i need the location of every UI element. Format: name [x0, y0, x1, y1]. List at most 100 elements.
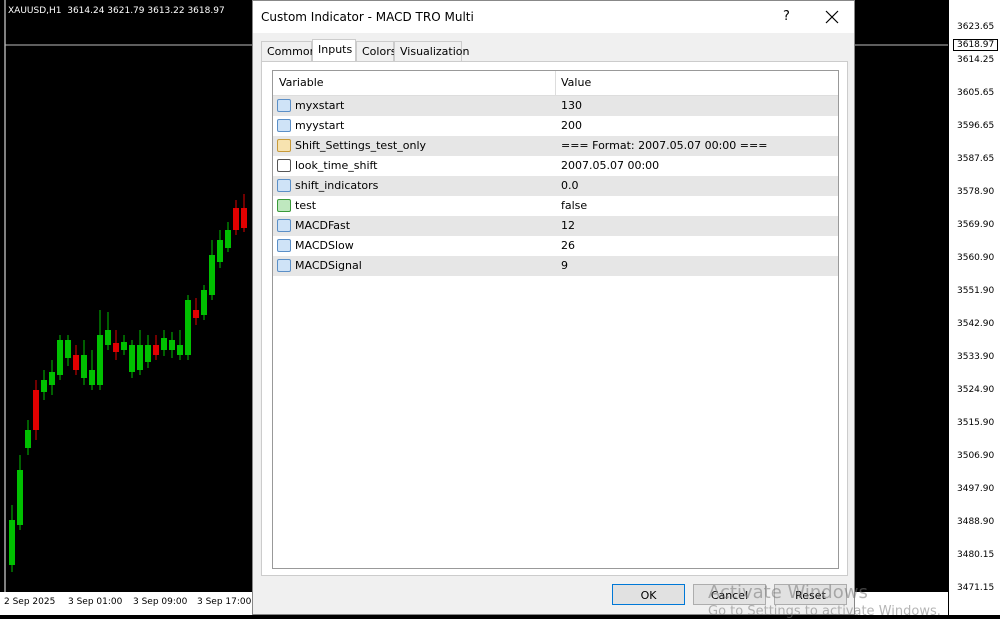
variable-name: MACDSlow — [295, 239, 354, 252]
candle-body — [57, 340, 63, 375]
candle-body — [169, 340, 175, 350]
variable-value: 200 — [561, 119, 582, 132]
candle-body — [137, 345, 143, 370]
price-label: 3587.65 — [957, 154, 995, 164]
time-label: 2 Sep 2025 — [4, 597, 56, 607]
type-icon — [277, 159, 291, 172]
candle-body — [73, 355, 79, 370]
column-header: Variable — [279, 76, 324, 89]
price-axis: 3618.97 3623.65 3614.25 3605.65 3596.65 3587… — [948, 0, 1000, 615]
candle-body — [145, 345, 151, 362]
price-label: 3480.15 — [957, 550, 995, 560]
candle-body — [121, 342, 127, 350]
candle-body — [225, 230, 231, 248]
price-label: 3551.90 — [957, 286, 995, 296]
candle-body — [209, 255, 215, 295]
variable-name: look_time_shift — [295, 159, 378, 172]
candle-body — [161, 338, 167, 350]
candle-body — [185, 300, 191, 355]
table-row[interactable]: MACDFast 12 — [273, 216, 838, 236]
type-icon — [277, 179, 291, 192]
variable-value: === Format: 2007.05.07 00:00 === — [561, 139, 768, 152]
price-chart — [4, 0, 948, 592]
price-label: 3578.90 — [957, 187, 995, 197]
tab[interactable]: Inputs — [312, 39, 356, 62]
variable-name: myystart — [295, 119, 345, 132]
type-icon — [277, 239, 291, 252]
variable-name: myxstart — [295, 99, 345, 112]
candle-body — [33, 390, 39, 430]
time-label: 3 Sep 01:00 — [68, 597, 123, 607]
time-label: 3 Sep 09:00 — [133, 597, 188, 607]
variable-name: Shift_Settings_test_only — [295, 139, 427, 152]
candle-body — [41, 380, 47, 392]
dialog: Custom Indicator - MACD TRO Multi ? Comm… — [252, 0, 855, 615]
price-label: 3533.90 — [957, 352, 995, 362]
inputs-table: Variable Value myxstart 130 myystart 200 Shift… — [272, 70, 839, 569]
tab[interactable]: Colors — [356, 41, 396, 62]
variable-value: 0.0 — [561, 179, 579, 192]
price-label: 3506.90 — [957, 451, 995, 461]
type-icon — [277, 219, 291, 232]
table-row[interactable]: MACDSlow 26 — [273, 236, 838, 256]
variable-value: 2007.05.07 00:00 — [561, 159, 660, 172]
price-label: 3569.90 — [957, 220, 995, 230]
button[interactable]: Reset — [774, 584, 847, 605]
table-row[interactable]: myxstart 130 — [273, 96, 838, 116]
candle-body — [89, 370, 95, 385]
title-bar: Custom Indicator - MACD TRO Multi ? — [253, 1, 854, 33]
variable-value: false — [561, 199, 588, 212]
type-icon — [277, 99, 291, 112]
watermark-text: Go to Settings to activate Windows. — [708, 604, 941, 619]
type-icon — [277, 139, 291, 152]
candle-body — [81, 355, 87, 378]
candle-body — [201, 290, 207, 315]
price-label: 3471.15 — [957, 583, 995, 593]
tab[interactable]: Visualization — [394, 41, 469, 62]
button[interactable]: OK — [612, 584, 685, 605]
price-label: 3497.90 — [957, 484, 995, 494]
help-button[interactable]: ? — [783, 9, 790, 24]
price-label: 3515.90 — [957, 418, 995, 428]
price-label: 3488.90 — [957, 517, 995, 527]
button[interactable]: Cancel — [693, 584, 766, 605]
candle-body — [241, 208, 247, 228]
variable-value: 12 — [561, 219, 575, 232]
price-label: 3614.25 — [957, 55, 995, 65]
candle-body — [113, 343, 119, 352]
candle-body — [105, 330, 111, 345]
price-label: 3623.65 — [957, 22, 995, 32]
price-label: 3596.65 — [957, 121, 995, 131]
table-row[interactable]: MACDSignal 9 — [273, 256, 838, 276]
current-price: 3618.97 — [953, 39, 999, 51]
table-row[interactable]: shift_indicators 0.0 — [273, 176, 838, 196]
candle-body — [233, 208, 239, 230]
candle-body — [97, 335, 103, 385]
tab-panel: Variable Value myxstart 130 myystart 200 Shift… — [261, 61, 848, 576]
price-label: 3605.65 — [957, 88, 995, 98]
candle-body — [129, 345, 135, 372]
variable-value: 9 — [561, 259, 568, 272]
variable-value: 26 — [561, 239, 575, 252]
type-icon — [277, 259, 291, 272]
variable-name: MACDSignal — [295, 259, 362, 272]
candle-body — [65, 340, 71, 358]
table-row[interactable]: Shift_Settings_test_only === Format: 2007… — [273, 136, 838, 156]
watermark-title: Activate Windows — [708, 582, 868, 603]
close-button[interactable] — [825, 10, 839, 24]
dialog-title: Custom Indicator - MACD TRO Multi — [261, 10, 474, 24]
table-row[interactable]: test false — [273, 196, 838, 216]
candle-body — [25, 430, 31, 448]
tab[interactable]: Common — [261, 41, 317, 62]
candle-body — [177, 345, 183, 355]
candle-body — [9, 520, 15, 565]
price-label: 3560.90 — [957, 253, 995, 263]
variable-name: shift_indicators — [295, 179, 379, 192]
chart-header: XAUUSD,H1 3614.24 3621.79 3613.22 3618.9… — [8, 6, 225, 16]
table-row[interactable]: look_time_shift 2007.05.07 00:00 — [273, 156, 838, 176]
type-icon — [277, 199, 291, 212]
table-row[interactable]: myystart 200 — [273, 116, 838, 136]
candle-body — [217, 240, 223, 262]
variable-name: MACDFast — [295, 219, 351, 232]
candle-body — [49, 372, 55, 385]
